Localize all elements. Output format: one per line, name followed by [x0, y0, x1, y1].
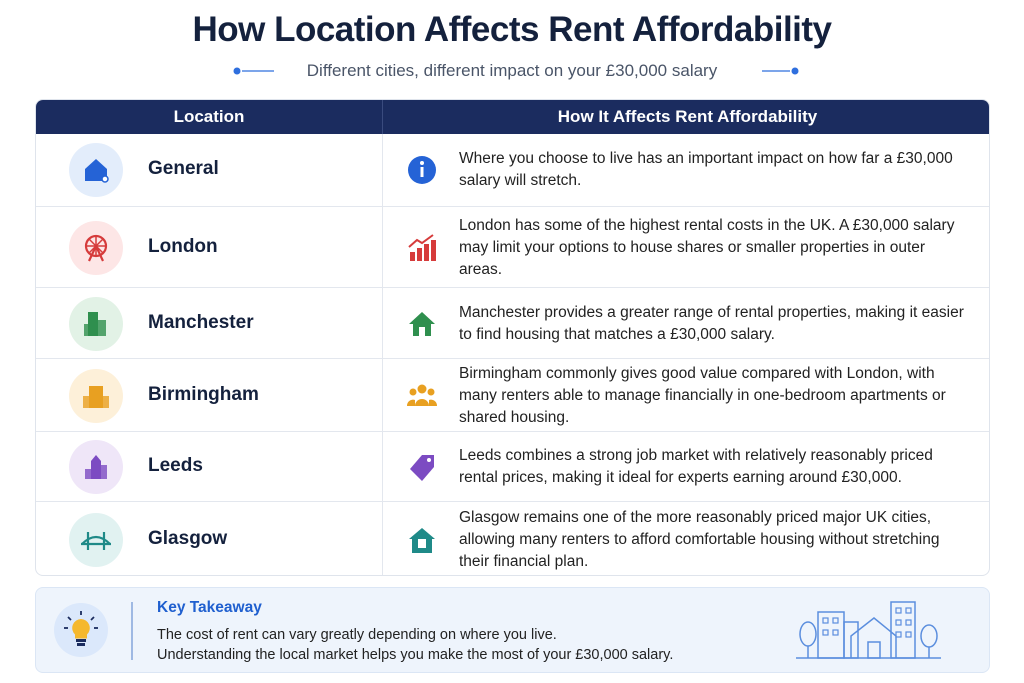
- row-description: Glasgow remains one of the more reasonab…: [459, 509, 940, 570]
- table-row: General Where you choose to live has an i…: [36, 134, 989, 206]
- title: How Location Affects Rent Affordability: [192, 10, 832, 49]
- city-illustration: [796, 601, 941, 659]
- impact-icon: [409, 528, 435, 553]
- table: Location How It Affects Rent Affordabili…: [35, 99, 990, 576]
- divider: [131, 602, 133, 660]
- impact-icon: [408, 233, 436, 261]
- column-divider: [382, 288, 383, 359]
- row-description: Birmingham commonly gives good value com…: [459, 364, 946, 426]
- icon-circle: [69, 513, 123, 567]
- impact-icon: [409, 311, 435, 336]
- row-description: Where you choose to live has an importan…: [459, 150, 953, 189]
- subtitle: Different cities, different impact on yo…: [306, 61, 718, 80]
- location-icon: [81, 532, 111, 550]
- location-name: Leeds: [148, 455, 203, 476]
- takeaway-line: The cost of rent can vary greatly depend…: [157, 627, 557, 643]
- column-divider: [382, 134, 383, 206]
- row-description: London has some of the highest rental co…: [459, 216, 955, 278]
- subtitle-ornament: [762, 67, 799, 75]
- takeaway-line: Understanding the local market helps you…: [157, 647, 674, 663]
- column-header: Location: [173, 107, 245, 126]
- bulb-icon: [64, 611, 98, 646]
- location-name: Glasgow: [148, 528, 228, 549]
- impact-icon: [408, 156, 436, 184]
- location-name: London: [148, 235, 218, 257]
- location-icon: [84, 234, 108, 261]
- column-header: How It Affects Rent Affordability: [382, 100, 989, 134]
- table-row: Birmingham Birmingham commonly gives good…: [36, 358, 989, 432]
- location-icon: [85, 455, 107, 479]
- impact-icon: [410, 455, 434, 481]
- location-name: Birmingham: [148, 383, 259, 405]
- impact-icon: [406, 384, 438, 406]
- row-description: Leeds combines a strong job market with …: [459, 447, 933, 486]
- column-divider: [382, 432, 383, 502]
- table-row: Leeds Leeds combines a strong job market …: [36, 431, 989, 502]
- location-name: Manchester: [148, 311, 254, 333]
- location-icon: [83, 385, 109, 408]
- table-header: Location How It Affects Rent Affordabili…: [36, 100, 989, 134]
- takeaway-box: Key Takeaway The cost of rent can vary g…: [35, 587, 990, 673]
- location-icon: [85, 159, 109, 183]
- row-description: Manchester provides a greater range of r…: [459, 303, 964, 343]
- table-row: Glasgow Glasgow remains one of the more r…: [36, 501, 989, 575]
- column-divider: [382, 502, 383, 575]
- location-icon: [84, 311, 106, 336]
- subtitle-ornament: [233, 67, 274, 75]
- location-name: General: [148, 158, 219, 179]
- table-row: Manchester Manchester provides a greater …: [36, 287, 989, 359]
- column-divider: [382, 207, 383, 288]
- table-row: London London has some of the highest ren…: [36, 206, 989, 288]
- takeaway-title: Key Takeaway: [157, 599, 262, 616]
- column-divider: [382, 359, 383, 432]
